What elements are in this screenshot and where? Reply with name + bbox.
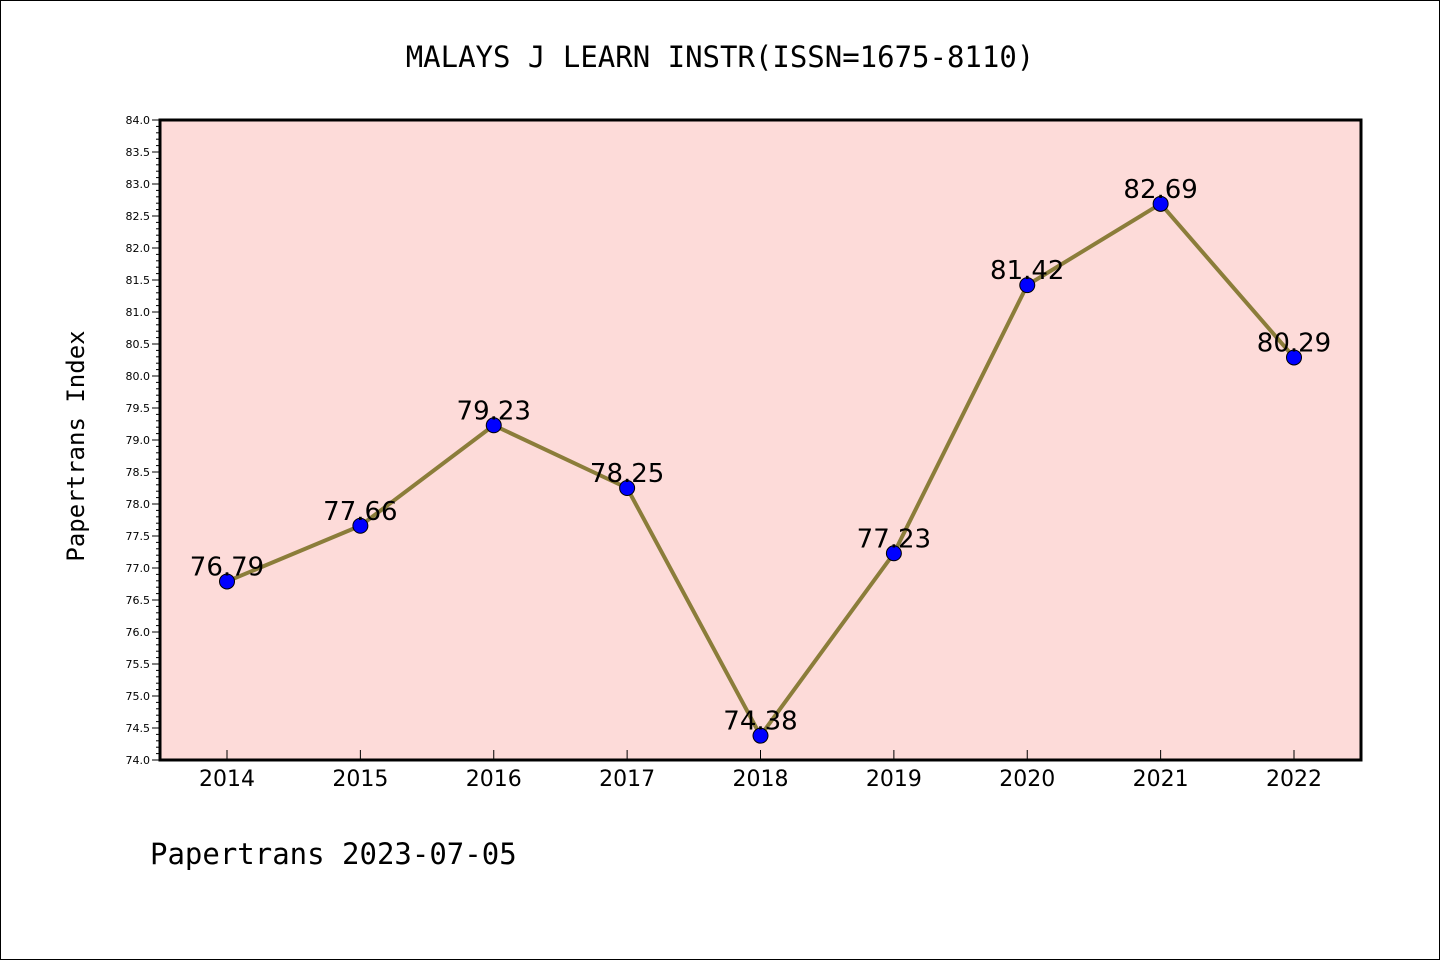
y-tick-label: 77.5 (126, 530, 151, 543)
data-label-2016: 79.23 (457, 396, 531, 426)
y-tick-label: 74.0 (126, 754, 151, 767)
x-tick-label: 2014 (199, 767, 255, 792)
data-label-2018: 74.38 (723, 707, 797, 737)
data-point-2017 (619, 480, 636, 496)
data-label-2017: 78.25 (590, 459, 664, 489)
y-tick-label: 83.5 (126, 146, 151, 159)
y-tick-label: 74.5 (126, 722, 151, 735)
x-tick-label: 2020 (999, 767, 1055, 792)
data-point-2022 (1286, 349, 1302, 366)
x-tick-label: 2022 (1266, 767, 1322, 792)
plot-border (158, 118, 1363, 762)
data-point-2020 (1019, 277, 1036, 294)
data-label-2022: 80.29 (1257, 328, 1331, 358)
data-point-2018 (752, 727, 769, 744)
marker-group (219, 195, 1302, 744)
data-point-2019 (885, 545, 902, 562)
x-tick-label: 2016 (466, 767, 522, 792)
y-tick-label: 78.0 (126, 498, 151, 511)
data-label-2021: 82.69 (1123, 175, 1197, 205)
data-point-2014 (219, 573, 235, 590)
chart-footer: Papertrans 2023-07-05 (150, 837, 517, 871)
y-tick-label: 76.5 (126, 594, 151, 607)
y-tick-label: 80.5 (126, 338, 151, 351)
data-point-2021 (1152, 195, 1169, 212)
data-label-2020: 81.42 (990, 256, 1064, 286)
y-tick-label: 79.0 (126, 434, 151, 447)
data-label-2015: 77.66 (323, 497, 397, 527)
x-tick-label: 2018 (733, 767, 789, 792)
y-axis: 74.0 74.5 75.0 75.5 76.0 76.5 77.0 77.5 78.0 78.5… (126, 114, 160, 767)
x-tick-label: 2015 (332, 767, 388, 792)
y-axis-label: Papertrans Index (62, 330, 90, 561)
data-label-2019: 77.23 (857, 524, 931, 554)
y-tick-label: 82.0 (126, 242, 151, 255)
y-tick-label: 77.0 (126, 562, 151, 575)
data-label-group: 76.79 77.66 79.23 78.25 74.38 77.23 81.42 82.69… (190, 175, 1331, 737)
data-point-2016 (485, 417, 502, 434)
y-tick-label: 83.0 (126, 178, 151, 191)
x-tick-label: 2021 (1133, 767, 1189, 792)
y-tick-label: 76.0 (126, 626, 151, 639)
data-point-2015 (352, 517, 369, 534)
y-tick-label: 81.0 (126, 306, 151, 319)
y-tick-label: 82.5 (126, 210, 151, 223)
y-tick-label: 81.5 (126, 274, 151, 287)
x-tick-label: 2019 (866, 767, 922, 792)
chart-title: MALAYS J LEARN INSTR(ISSN=1675-8110) (406, 40, 1035, 74)
data-label-2014: 76.79 (190, 552, 264, 582)
y-tick-label: 78.5 (126, 466, 151, 479)
y-tick-label: 75.5 (126, 658, 151, 671)
x-tick-label: 2017 (599, 767, 655, 792)
y-tick-label: 79.5 (126, 402, 151, 415)
y-tick-label: 75.0 (126, 690, 151, 703)
y-tick-label: 84.0 (126, 114, 151, 127)
y-tick-label: 80.0 (126, 370, 151, 383)
plot-area (160, 120, 1361, 760)
x-axis: 2014 2015 2016 2017 2018 2019 2020 2021 2022 (199, 750, 1322, 792)
